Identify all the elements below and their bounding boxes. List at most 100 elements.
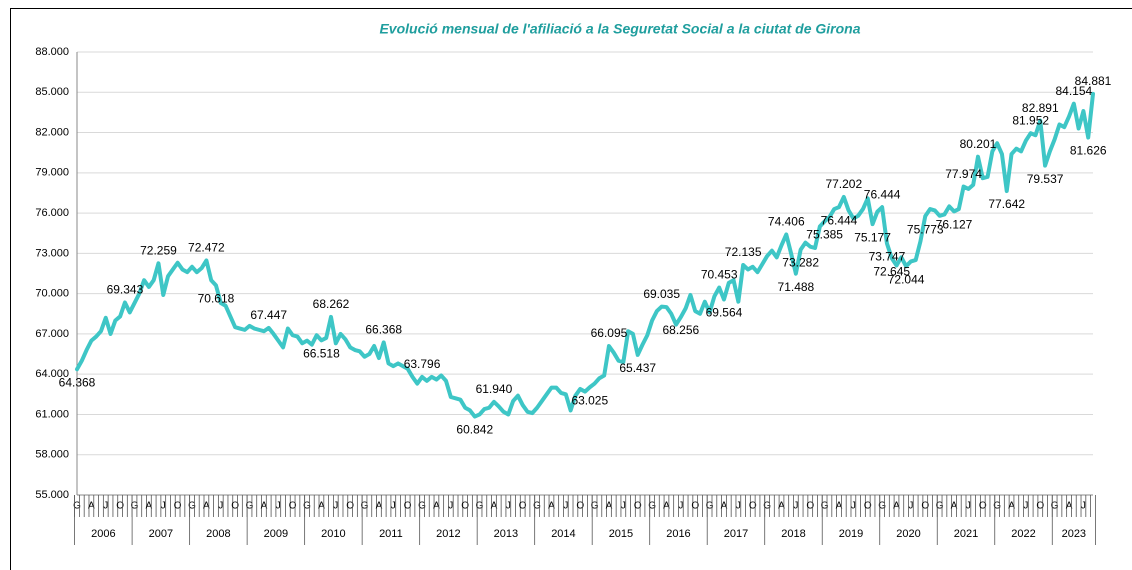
x-tick-label: O bbox=[691, 501, 699, 512]
data-label: 84.881 bbox=[1075, 74, 1112, 88]
data-label: 66.518 bbox=[303, 347, 340, 361]
x-tick-label: O bbox=[979, 501, 987, 512]
data-label: 75.773 bbox=[907, 222, 944, 236]
x-tick-label: A bbox=[491, 501, 498, 512]
x-tick-label: A bbox=[1066, 501, 1073, 512]
x-tick-label: G bbox=[648, 501, 656, 512]
data-label: 75.177 bbox=[854, 230, 891, 244]
y-tick-label: 61.000 bbox=[35, 408, 69, 420]
data-label: 72.044 bbox=[888, 272, 925, 286]
x-tick-label: J bbox=[391, 501, 396, 512]
data-label: 76.444 bbox=[821, 213, 858, 227]
data-label: 77.974 bbox=[945, 167, 982, 181]
data-label: 60.842 bbox=[456, 423, 493, 437]
x-tick-label: J bbox=[506, 501, 511, 512]
x-tick-label: G bbox=[993, 501, 1001, 512]
year-label: 2007 bbox=[149, 528, 173, 540]
data-label: 70.453 bbox=[701, 268, 738, 282]
year-label: 2008 bbox=[206, 528, 230, 540]
x-tick-label: O bbox=[749, 501, 757, 512]
data-label: 73.747 bbox=[869, 250, 906, 264]
data-label: 70.618 bbox=[198, 292, 235, 306]
year-label: 2017 bbox=[724, 528, 748, 540]
y-tick-label: 88.000 bbox=[35, 46, 69, 58]
year-label: 2021 bbox=[954, 528, 978, 540]
x-tick-label: J bbox=[333, 501, 338, 512]
x-tick-label: J bbox=[1023, 501, 1028, 512]
data-label: 73.282 bbox=[782, 256, 819, 270]
x-tick-label: G bbox=[706, 501, 714, 512]
x-tick-label: J bbox=[276, 501, 281, 512]
x-tick-label: J bbox=[161, 501, 166, 512]
x-tick-label: A bbox=[721, 501, 728, 512]
x-tick-label: A bbox=[893, 501, 900, 512]
x-tick-label: A bbox=[261, 501, 268, 512]
data-label: 72.645 bbox=[873, 264, 910, 278]
y-tick-label: 67.000 bbox=[35, 328, 69, 340]
x-tick-label: G bbox=[131, 501, 139, 512]
data-label: 82.891 bbox=[1022, 101, 1059, 115]
x-tick-label: O bbox=[346, 501, 354, 512]
year-label: 2010 bbox=[321, 528, 345, 540]
data-label: 75.385 bbox=[806, 228, 843, 242]
x-tick-label: A bbox=[1008, 501, 1015, 512]
x-tick-label: G bbox=[533, 501, 541, 512]
x-tick-label: J bbox=[448, 501, 453, 512]
x-tick-label: O bbox=[519, 501, 527, 512]
data-label: 66.095 bbox=[591, 326, 628, 340]
data-label: 72.259 bbox=[140, 243, 177, 257]
chart-title: Evolució mensual de l'afiliació a la Seg… bbox=[379, 21, 860, 37]
year-label: 2016 bbox=[666, 528, 690, 540]
x-tick-label: O bbox=[116, 501, 124, 512]
x-tick-label: A bbox=[548, 501, 555, 512]
x-tick-label: A bbox=[606, 501, 613, 512]
x-tick-label: O bbox=[231, 501, 239, 512]
x-tick-label: J bbox=[103, 501, 108, 512]
x-tick-label: G bbox=[361, 501, 369, 512]
x-tick-label: J bbox=[966, 501, 971, 512]
x-tick-label: O bbox=[921, 501, 929, 512]
x-tick-label: O bbox=[404, 501, 412, 512]
data-label: 81.626 bbox=[1070, 144, 1107, 158]
data-label: 69.035 bbox=[643, 287, 680, 301]
year-label: 2011 bbox=[379, 528, 403, 540]
y-tick-label: 85.000 bbox=[35, 86, 69, 98]
data-label: 68.256 bbox=[662, 323, 699, 337]
x-tick-label: G bbox=[303, 501, 311, 512]
x-tick-label: O bbox=[461, 501, 469, 512]
x-tick-label: G bbox=[763, 501, 771, 512]
data-label: 79.537 bbox=[1027, 172, 1064, 186]
year-label: 2023 bbox=[1062, 528, 1086, 540]
x-tick-label: O bbox=[864, 501, 872, 512]
x-tick-label: J bbox=[678, 501, 683, 512]
data-label: 69.564 bbox=[706, 306, 743, 320]
x-tick-label: O bbox=[289, 501, 297, 512]
x-tick-label: J bbox=[563, 501, 568, 512]
year-label: 2018 bbox=[781, 528, 805, 540]
data-label: 72.135 bbox=[725, 245, 762, 259]
y-tick-label: 64.000 bbox=[35, 368, 69, 380]
x-tick-label: A bbox=[778, 501, 785, 512]
data-label: 81.952 bbox=[1012, 113, 1049, 127]
data-label: 65.437 bbox=[619, 361, 656, 375]
x-tick-label: J bbox=[793, 501, 798, 512]
data-label: 61.940 bbox=[476, 382, 513, 396]
y-tick-label: 82.000 bbox=[35, 126, 69, 138]
x-tick-label: A bbox=[88, 501, 95, 512]
x-tick-label: O bbox=[1036, 501, 1044, 512]
x-tick-label: G bbox=[246, 501, 254, 512]
year-label: 2022 bbox=[1011, 528, 1035, 540]
data-label: 69.343 bbox=[107, 283, 144, 297]
data-label: 63.796 bbox=[404, 357, 441, 371]
data-label: 74.406 bbox=[768, 215, 805, 229]
y-tick-label: 73.000 bbox=[35, 247, 69, 259]
x-tick-label: O bbox=[576, 501, 584, 512]
year-label: 2013 bbox=[494, 528, 518, 540]
year-label: 2012 bbox=[436, 528, 460, 540]
data-label: 67.447 bbox=[250, 308, 287, 322]
data-label: 63.025 bbox=[571, 393, 608, 407]
x-tick-label: A bbox=[146, 501, 153, 512]
data-line bbox=[75, 91, 1095, 419]
x-tick-label: G bbox=[1051, 501, 1059, 512]
